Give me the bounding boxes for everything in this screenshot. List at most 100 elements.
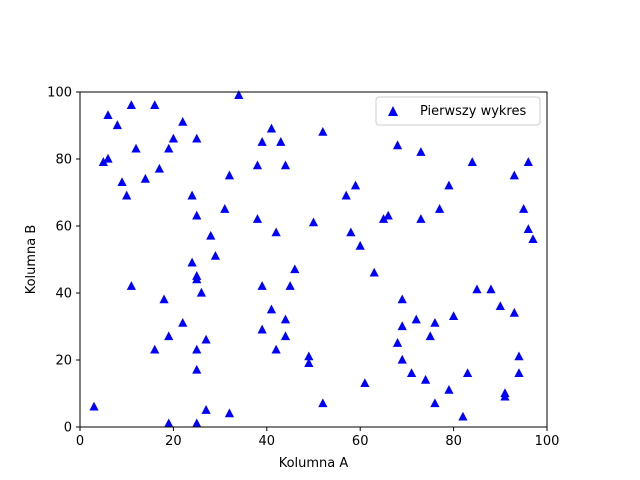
data-point: [420, 374, 431, 384]
data-point: [206, 230, 216, 240]
data-point: [276, 137, 286, 146]
data-point: [397, 321, 407, 331]
data-point: [519, 204, 529, 213]
data-point: [308, 217, 319, 227]
data-point: [257, 137, 267, 146]
data-point: [140, 173, 150, 183]
data-point: [178, 317, 188, 327]
data-point: [103, 110, 113, 120]
y-tick-label: 80: [55, 153, 72, 168]
y-tick-label: 0: [64, 421, 72, 436]
data-point: [192, 418, 202, 428]
data-point: [192, 344, 202, 354]
data-point: [472, 284, 482, 294]
data-point: [346, 227, 356, 237]
legend-box: [375, 96, 541, 126]
data-point: [164, 331, 174, 341]
x-tick-label: 80: [445, 434, 462, 449]
data-point: [304, 358, 314, 367]
data-point: [523, 157, 533, 166]
data-point: [196, 287, 207, 297]
data-point: [378, 214, 389, 223]
data-point: [369, 267, 379, 277]
x-tick-label: 100: [535, 434, 560, 449]
y-axis-label: Kolumna B: [24, 225, 39, 295]
x-axis-label: Kolumna A: [279, 456, 349, 471]
data-point: [131, 143, 141, 153]
data-point: [416, 214, 426, 223]
data-point: [397, 294, 407, 304]
data-point: [154, 163, 164, 173]
data-point: [164, 143, 174, 153]
plot-area: [89, 90, 538, 428]
y-tick-label: 100: [47, 86, 72, 101]
data-point: [122, 190, 132, 200]
data-point: [449, 311, 459, 321]
data-point: [318, 127, 328, 136]
data-point: [224, 408, 235, 418]
data-point: [252, 160, 263, 170]
y-tick-label: 20: [55, 354, 72, 369]
data-point: [164, 418, 174, 428]
data-point: [285, 281, 295, 290]
data-point: [210, 250, 221, 260]
data-point: [425, 331, 435, 341]
data-point: [416, 147, 426, 156]
data-point: [89, 401, 99, 411]
data-point: [523, 224, 533, 233]
data-point: [290, 264, 300, 274]
data-point: [444, 180, 454, 190]
data-point: [509, 307, 519, 317]
data-point: [509, 170, 519, 180]
legend-label: Pierwszy wykres: [420, 104, 526, 119]
data-point: [178, 116, 188, 126]
data-point: [201, 334, 211, 344]
data-point: [187, 190, 197, 200]
data-point: [220, 204, 230, 213]
data-point: [514, 368, 524, 377]
data-point: [117, 177, 127, 187]
data-point: [406, 368, 417, 377]
data-point: [257, 281, 267, 290]
axes-frame: [79, 91, 548, 428]
data-point: [360, 378, 370, 388]
data-point: [392, 140, 403, 150]
data-point: [397, 354, 407, 364]
data-point: [280, 160, 291, 170]
data-point: [444, 384, 454, 394]
data-point: [252, 214, 263, 223]
data-point: [355, 240, 365, 250]
y-axis: 0 20 40 60 80 100: [47, 86, 80, 436]
x-tick-label: 40: [259, 434, 276, 449]
data-point: [150, 100, 160, 109]
x-tick-label: 20: [165, 434, 182, 449]
data-point: [159, 294, 169, 304]
x-axis: 0 20 40 60 80 100: [76, 427, 560, 449]
data-point: [187, 257, 197, 267]
data-point: [463, 368, 473, 377]
data-point: [434, 204, 445, 213]
y-tick-label: 40: [55, 287, 72, 302]
data-point: [350, 180, 361, 190]
data-point: [192, 133, 202, 143]
data-point: [467, 157, 477, 166]
data-point: [411, 314, 421, 324]
data-point: [495, 301, 505, 310]
data-point: [192, 364, 202, 374]
data-point: [103, 153, 113, 163]
data-point: [168, 133, 178, 143]
data-point: [430, 317, 440, 327]
data-point: [458, 411, 468, 421]
data-point: [192, 274, 202, 284]
y-tick-label: 60: [55, 220, 72, 235]
data-point: [98, 157, 108, 166]
legend-marker-triangle: [388, 106, 398, 116]
data-point: [234, 90, 244, 99]
data-point: [318, 398, 328, 408]
data-point: [271, 344, 281, 354]
data-point: [201, 405, 211, 414]
data-point: [514, 351, 524, 361]
x-tick-label: 0: [76, 434, 84, 449]
data-point: [500, 391, 510, 401]
